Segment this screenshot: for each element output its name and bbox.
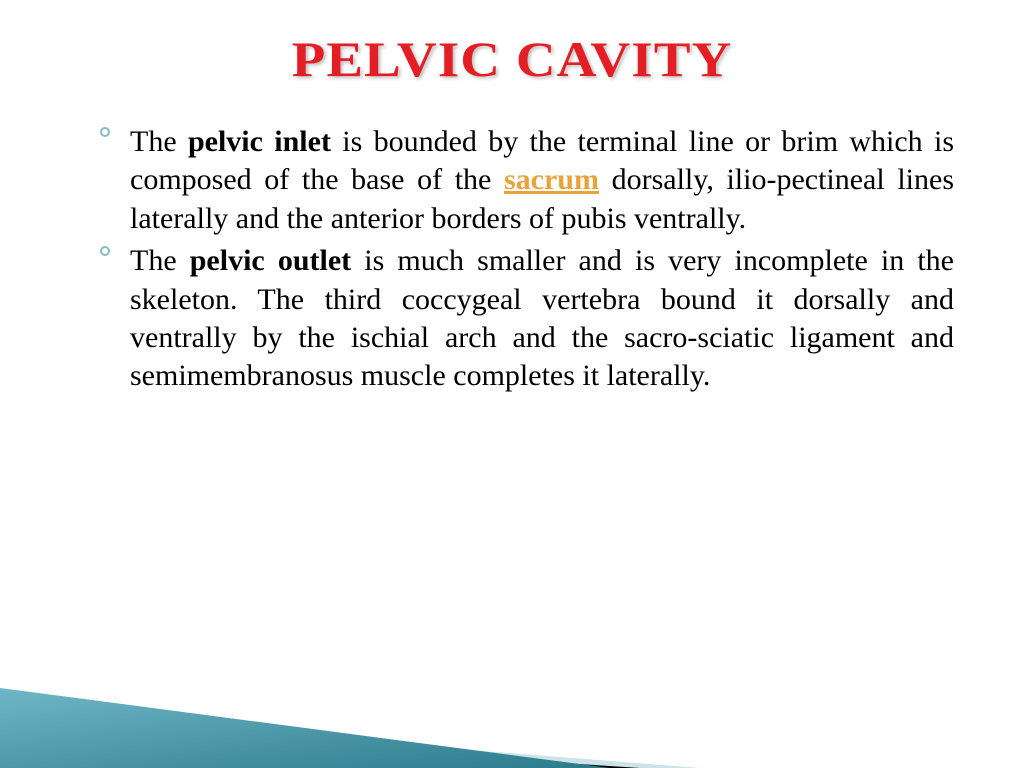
bullet-ring-icon <box>100 246 110 256</box>
bullet-item: The pelvic outlet is much smaller and is… <box>130 242 954 396</box>
content-area: The pelvic inlet is bounded by the termi… <box>70 123 954 396</box>
bullet-ring-icon <box>100 127 110 137</box>
text-segment: The <box>130 125 188 158</box>
slide-title: PELVIC CAVITY <box>26 30 998 88</box>
bold-term: pelvic inlet <box>188 125 331 158</box>
text-segment: The <box>130 244 190 277</box>
bold-term: pelvic outlet <box>190 244 351 277</box>
sacrum-link[interactable]: sacrum <box>504 163 599 196</box>
bullet-item: The pelvic inlet is bounded by the termi… <box>130 123 954 238</box>
corner-decoration-icon <box>0 628 1024 768</box>
slide: PELVIC CAVITY The pelvic inlet is bounde… <box>0 0 1024 768</box>
